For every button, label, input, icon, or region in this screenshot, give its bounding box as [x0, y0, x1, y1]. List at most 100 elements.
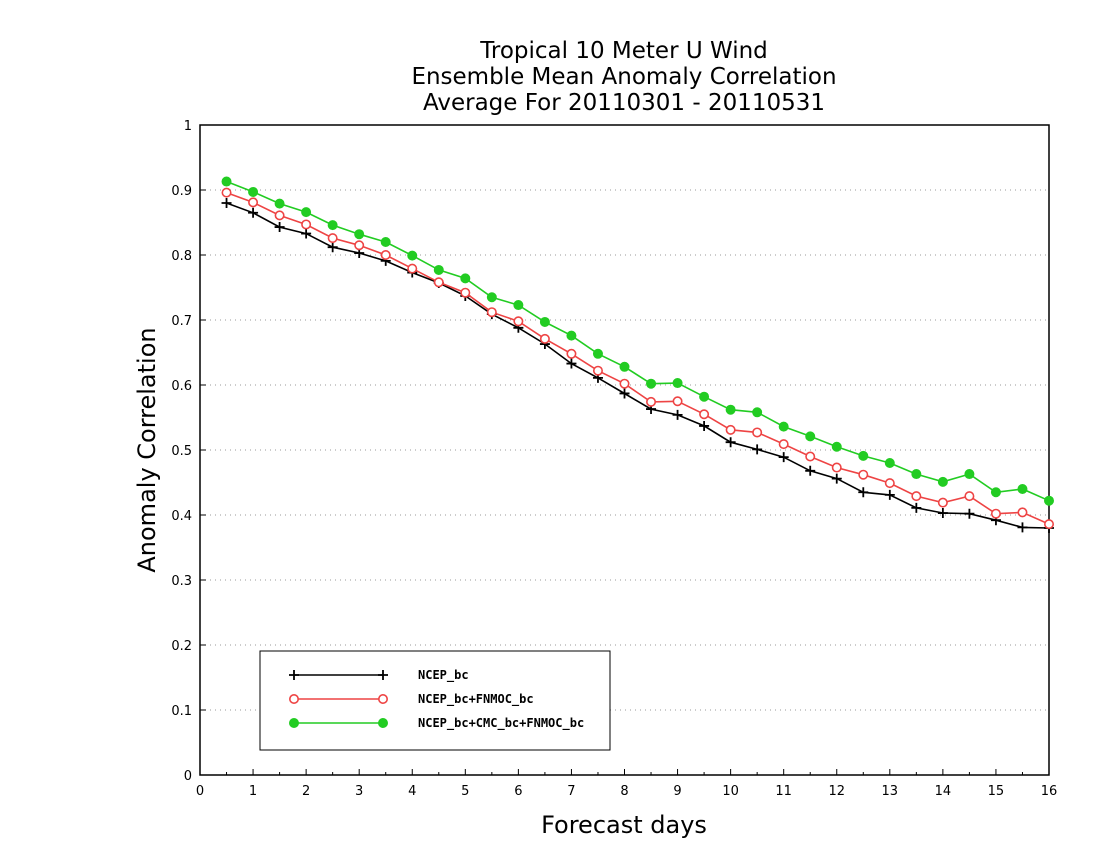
legend-marker [377, 693, 388, 704]
x-tick-label: 3 [355, 784, 363, 799]
data-point [858, 469, 869, 480]
data-point [699, 391, 710, 402]
data-point [805, 431, 816, 442]
y-tick-label: 0 [184, 769, 192, 784]
x-tick-label: 11 [775, 784, 792, 799]
data-point [672, 378, 683, 389]
data-point [725, 437, 736, 448]
data-point [831, 441, 842, 452]
data-point [327, 242, 338, 253]
chart-title-line-2: Ensemble Mean Anomaly Correlation [411, 64, 836, 90]
legend-entry-1: NCEP_bc [289, 668, 469, 683]
x-tick-label: 8 [620, 784, 628, 799]
data-point [990, 487, 1001, 498]
series-line-2 [226, 191, 1050, 525]
x-tick-label: 5 [461, 784, 469, 799]
y-tick-label: 0.9 [171, 184, 192, 199]
data-point [911, 469, 922, 480]
data-point [460, 273, 471, 284]
data-point [778, 421, 789, 432]
data-point [672, 409, 683, 420]
data-point [513, 300, 524, 311]
y-tick-label: 0.7 [171, 314, 192, 329]
data-point [566, 330, 577, 341]
data-point [937, 476, 948, 487]
data-point [990, 508, 1001, 519]
data-point [1044, 495, 1054, 506]
grid-lines [200, 189, 1049, 711]
y-tick-label: 0.5 [171, 444, 192, 459]
data-point [619, 378, 630, 389]
data-point [858, 487, 869, 498]
data-point [911, 491, 922, 502]
data-point [699, 409, 710, 420]
legend-label: NCEP_bc+CMC_bc+FNMOC_bc [418, 716, 584, 731]
data-point [539, 333, 550, 344]
legend-marker [378, 670, 388, 680]
data-point [274, 198, 285, 209]
x-tick-label: 9 [673, 784, 681, 799]
data-point [619, 361, 630, 372]
data-point [831, 473, 842, 484]
y-tick-label: 0.2 [171, 639, 192, 654]
data-point [725, 404, 736, 415]
x-tick-label: 12 [828, 784, 845, 799]
x-tick-label: 15 [988, 784, 1005, 799]
data-point [407, 250, 418, 261]
data-point [911, 502, 922, 513]
legend-entry-2: NCEP_bc+FNMOC_bc [288, 692, 534, 707]
x-tick-label: 2 [302, 784, 310, 799]
x-axis: 0 1 2 3 4 5 6 7 8 9 10 11 12 13 14 15 16 [196, 769, 1057, 799]
data-point [672, 396, 683, 407]
data-point [380, 250, 391, 261]
data-point [274, 222, 285, 233]
data-point [884, 458, 895, 468]
data-point [486, 307, 497, 318]
data-point [566, 348, 577, 359]
x-tick-label: 13 [882, 784, 899, 799]
y-axis-label: Anomaly Correlation [133, 327, 161, 572]
data-point [301, 228, 312, 239]
x-tick-label: 10 [722, 784, 739, 799]
data-point [486, 292, 497, 303]
data-point [964, 508, 975, 519]
x-tick-label: 0 [196, 784, 204, 799]
series-1 [221, 198, 1054, 533]
y-tick-label: 1 [184, 119, 192, 134]
legend-label: NCEP_bc+FNMOC_bc [418, 692, 534, 707]
y-tick-label: 0.4 [171, 509, 192, 524]
series-2 [221, 187, 1055, 530]
data-point [884, 489, 895, 500]
data-point [407, 263, 418, 274]
data-point [937, 497, 948, 508]
data-point [248, 186, 259, 197]
y-tick-label: 0.8 [171, 249, 192, 264]
data-point [592, 365, 603, 376]
data-point [778, 439, 789, 450]
data-point [539, 316, 550, 327]
data-point [805, 451, 816, 462]
x-tick-label: 16 [1041, 784, 1058, 799]
data-point [433, 264, 444, 275]
data-point [831, 462, 842, 473]
data-point [858, 450, 869, 461]
y-axis: 0 0.1 0.2 0.3 0.4 0.5 0.6 0.7 0.8 0.9 1 [171, 119, 206, 784]
x-tick-label: 14 [935, 784, 952, 799]
chart-title-line-1: Tropical 10 Meter U Wind [479, 38, 768, 64]
data-point [380, 237, 391, 247]
data-point [592, 348, 603, 359]
x-tick-label: 1 [249, 784, 257, 799]
data-point [752, 444, 763, 455]
data-point [327, 220, 338, 231]
data-point [805, 465, 816, 476]
data-point [301, 219, 312, 230]
data-point [1017, 484, 1028, 494]
data-point [884, 478, 895, 489]
data-point [1044, 519, 1055, 530]
data-point [964, 469, 975, 480]
data-point [274, 210, 285, 221]
data-point [221, 176, 232, 187]
data-point [433, 277, 444, 288]
